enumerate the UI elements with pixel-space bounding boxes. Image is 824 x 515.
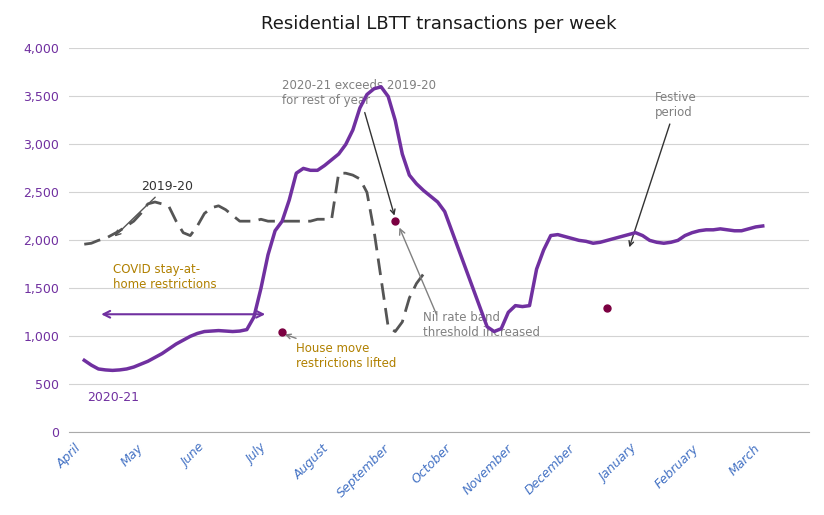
Text: House move
restrictions lifted: House move restrictions lifted: [286, 334, 396, 370]
Text: Festive
period: Festive period: [629, 91, 697, 246]
Text: 2019-20: 2019-20: [115, 180, 193, 235]
Text: 2020-21: 2020-21: [87, 390, 139, 404]
Text: 2020-21 exceeds 2019-20
for rest of year: 2020-21 exceeds 2019-20 for rest of year: [282, 79, 436, 214]
Title: Residential LBTT transactions per week: Residential LBTT transactions per week: [261, 15, 616, 33]
Text: Nil rate band
threshold increased: Nil rate band threshold increased: [424, 312, 541, 339]
Text: COVID stay-at-
home restrictions: COVID stay-at- home restrictions: [113, 263, 216, 291]
